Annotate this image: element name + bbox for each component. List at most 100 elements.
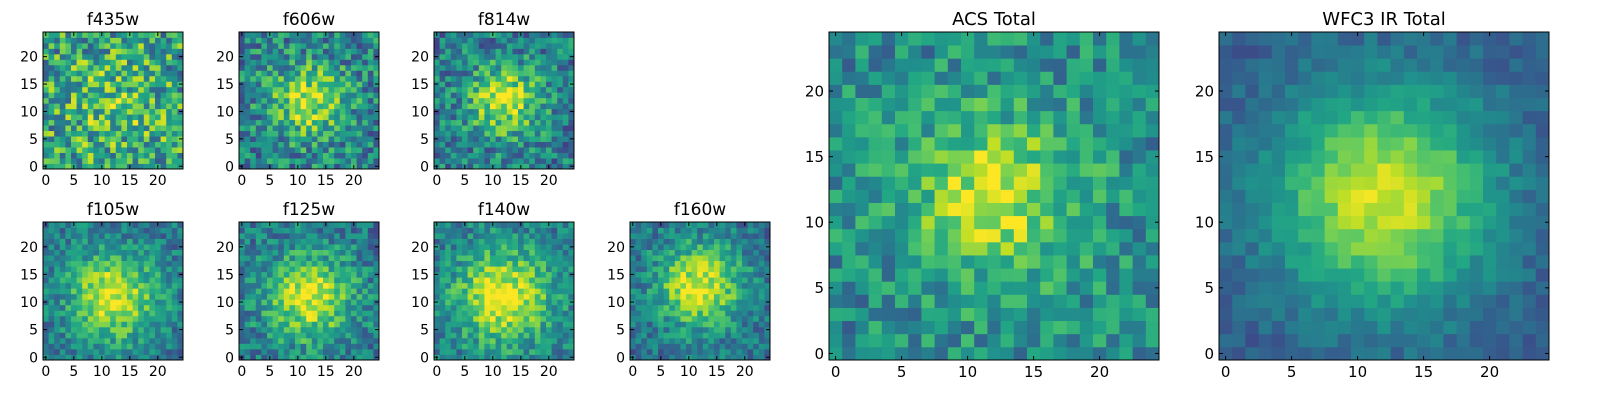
heatmap-cell xyxy=(450,97,457,104)
heatmap-cell xyxy=(747,343,754,350)
heatmap-cell xyxy=(115,277,122,284)
heatmap-cell xyxy=(512,103,519,110)
heatmap-cell xyxy=(646,227,653,234)
heatmap-cell xyxy=(295,315,301,322)
heatmap-cell xyxy=(540,244,547,250)
heatmap-cell xyxy=(373,304,380,311)
heatmap-cell xyxy=(855,320,869,335)
heatmap-cell xyxy=(160,326,167,333)
x-tick-label: 5 xyxy=(69,364,78,380)
heatmap-cell xyxy=(646,293,653,300)
heatmap-cell xyxy=(239,152,245,159)
heatmap-cell xyxy=(93,163,100,170)
heatmap-cell xyxy=(306,293,313,300)
heatmap-cell xyxy=(317,70,324,77)
heatmap-cell xyxy=(652,299,659,306)
heatmap-cell xyxy=(115,37,122,44)
heatmap-cell xyxy=(540,315,547,322)
heatmap-cell xyxy=(272,260,279,267)
heatmap-cell xyxy=(351,97,357,104)
heatmap-cell xyxy=(680,233,687,239)
heatmap-cell xyxy=(65,304,72,311)
heatmap-cell xyxy=(501,48,508,55)
heatmap-cell xyxy=(495,293,502,300)
heatmap-cell xyxy=(1027,202,1041,217)
heatmap-cell xyxy=(1027,241,1041,256)
heatmap-cell xyxy=(272,288,279,295)
heatmap-cell xyxy=(1040,320,1054,335)
heatmap-cell xyxy=(467,249,474,256)
heatmap-cell xyxy=(669,271,676,278)
heatmap-cell xyxy=(149,59,156,66)
heatmap-cell xyxy=(311,244,318,250)
heatmap-cell xyxy=(149,53,156,60)
heatmap-cell xyxy=(334,81,341,88)
heatmap-cell xyxy=(138,332,145,339)
heatmap-cell xyxy=(495,152,502,159)
heatmap-cell xyxy=(323,158,329,164)
heatmap-cell xyxy=(702,332,709,339)
heatmap-cell xyxy=(155,119,161,126)
heatmap-cell xyxy=(742,343,748,350)
heatmap-cell xyxy=(829,320,843,335)
heatmap-cell xyxy=(523,354,530,361)
heatmap-cell xyxy=(736,343,743,350)
heatmap-cell xyxy=(138,108,145,115)
y-tick-label: 0 xyxy=(420,159,429,175)
heatmap-cell xyxy=(110,255,117,262)
heatmap-cell xyxy=(546,136,552,142)
heatmap-cell xyxy=(680,343,687,350)
heatmap-cell xyxy=(339,310,346,317)
heatmap-cell xyxy=(691,227,698,234)
heatmap-cell xyxy=(59,332,66,339)
heatmap-cell xyxy=(484,158,491,164)
heatmap-cell xyxy=(456,92,463,99)
heatmap-cell xyxy=(334,288,341,295)
heatmap-cell xyxy=(362,299,369,306)
heatmap-cell xyxy=(289,81,296,88)
heatmap-cell xyxy=(518,249,524,256)
heatmap-cell xyxy=(730,299,737,306)
heatmap-cell xyxy=(93,32,100,38)
heatmap-cell xyxy=(160,75,167,82)
heatmap-cell xyxy=(1066,228,1081,243)
heatmap-cell xyxy=(467,86,474,93)
heatmap-cell xyxy=(272,321,279,328)
heatmap-cell xyxy=(132,293,139,300)
axes-frame xyxy=(238,221,380,361)
heatmap-cell xyxy=(680,266,687,273)
heatmap-cell xyxy=(473,136,480,142)
heatmap-cell xyxy=(462,64,468,71)
heatmap-cell xyxy=(149,130,156,137)
heatmap-cell xyxy=(345,48,352,55)
heatmap-cell xyxy=(478,64,485,71)
heatmap-cell xyxy=(99,42,105,49)
heatmap-cell xyxy=(59,293,66,300)
heatmap-cell xyxy=(323,136,329,142)
heatmap-cell xyxy=(300,343,307,350)
heatmap-cell xyxy=(730,337,737,344)
heatmap-cell xyxy=(132,114,139,121)
heatmap-cell xyxy=(71,326,77,333)
heatmap-cell xyxy=(758,271,765,278)
heatmap-cell xyxy=(534,48,541,55)
heatmap-cell xyxy=(289,288,296,295)
heatmap-cell xyxy=(456,114,463,121)
heatmap-cell xyxy=(362,130,369,137)
heatmap-cell xyxy=(132,108,139,115)
heatmap-cell xyxy=(166,304,173,311)
heatmap-cell xyxy=(278,326,285,333)
heatmap-cell xyxy=(143,288,150,295)
heatmap-cell xyxy=(99,48,105,55)
heatmap-cell xyxy=(557,70,564,77)
heatmap-cell xyxy=(272,97,279,104)
heatmap-cell xyxy=(1000,215,1015,230)
x-tick-label: 15 xyxy=(121,364,139,380)
heatmap-cell xyxy=(512,293,519,300)
heatmap-cell xyxy=(691,271,698,278)
heatmap-cell xyxy=(351,299,357,306)
heatmap-cell xyxy=(490,75,496,82)
heatmap-cell xyxy=(630,332,636,339)
